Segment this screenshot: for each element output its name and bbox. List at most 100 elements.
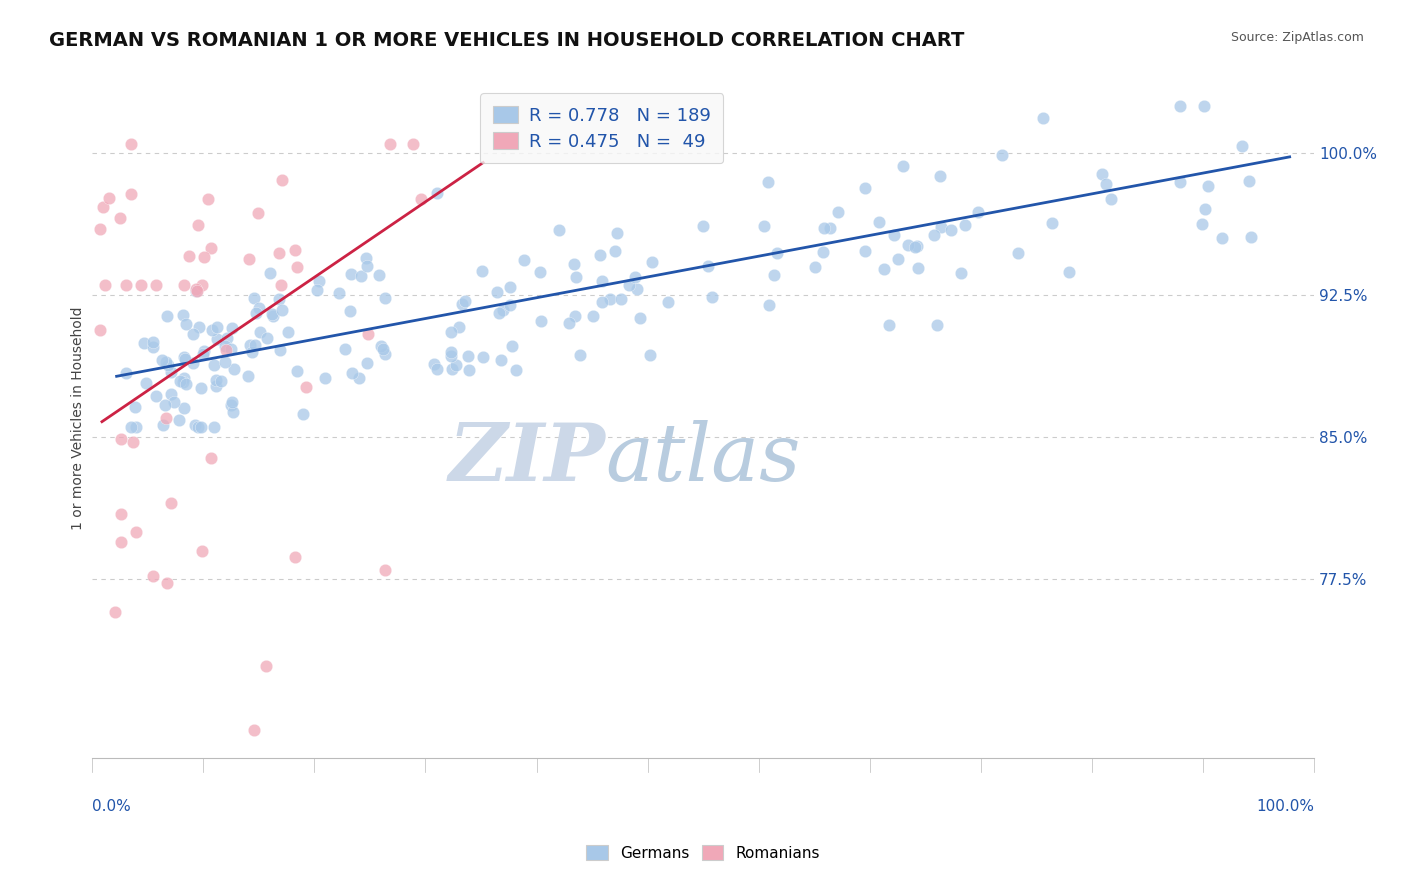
Point: [97, 191, 120, 205]
Point: [1191, 217, 1213, 231]
Point: [873, 261, 896, 276]
Point: [439, 326, 461, 340]
Point: [89, 323, 111, 337]
Point: [172, 375, 194, 389]
Point: [284, 243, 307, 257]
Point: [120, 187, 142, 202]
Point: [153, 398, 176, 412]
Point: [441, 361, 464, 376]
Point: [904, 240, 927, 254]
Point: [374, 563, 396, 577]
Point: [145, 389, 167, 403]
Point: [129, 278, 152, 293]
Point: [953, 218, 976, 232]
Point: [1040, 216, 1063, 230]
Point: [222, 405, 245, 419]
Point: [513, 253, 536, 268]
Point: [374, 291, 396, 305]
Point: [1230, 138, 1253, 153]
Point: [202, 420, 225, 434]
Point: [641, 255, 664, 269]
Point: [191, 544, 214, 558]
Point: [454, 293, 477, 308]
Point: [308, 274, 330, 288]
Point: [160, 387, 183, 401]
Point: [486, 285, 509, 299]
Point: [122, 434, 145, 449]
Point: [883, 228, 905, 243]
Point: [905, 238, 928, 252]
Point: [247, 301, 270, 315]
Point: [262, 307, 284, 321]
Point: [190, 381, 212, 395]
Point: [186, 284, 208, 298]
Point: [314, 371, 336, 385]
Point: [1192, 99, 1215, 113]
Point: [94, 278, 117, 293]
Point: [990, 148, 1012, 162]
Point: [214, 339, 236, 353]
Point: [209, 374, 232, 388]
Point: [152, 417, 174, 432]
Point: [887, 252, 910, 267]
Point: [120, 420, 142, 434]
Point: [457, 362, 479, 376]
Point: [287, 260, 309, 274]
Point: [450, 297, 472, 311]
Point: [530, 314, 553, 328]
Point: [599, 292, 621, 306]
Point: [254, 659, 277, 673]
Point: [262, 309, 284, 323]
Point: [356, 259, 378, 273]
Point: [284, 550, 307, 565]
Point: [197, 192, 219, 206]
Point: [339, 267, 361, 281]
Point: [340, 366, 363, 380]
Point: [172, 308, 194, 322]
Point: [110, 507, 132, 521]
Point: [591, 274, 613, 288]
Point: [949, 266, 972, 280]
Point: [568, 348, 591, 362]
Point: [145, 278, 167, 293]
Point: [606, 226, 628, 240]
Point: [150, 352, 173, 367]
Point: [307, 283, 329, 297]
Point: [582, 309, 605, 323]
Point: [603, 244, 626, 259]
Point: [1211, 231, 1233, 245]
Point: [156, 309, 179, 323]
Point: [589, 248, 612, 262]
Point: [347, 371, 370, 385]
Point: [457, 349, 479, 363]
Point: [471, 350, 494, 364]
Point: [173, 350, 195, 364]
Point: [115, 278, 138, 293]
Point: [1197, 178, 1219, 193]
Point: [765, 246, 787, 260]
Text: atlas: atlas: [606, 420, 801, 498]
Point: [174, 351, 197, 366]
Point: [167, 413, 190, 427]
Point: [471, 264, 494, 278]
Point: [104, 605, 127, 619]
Point: [142, 569, 165, 583]
Point: [221, 321, 243, 335]
Point: [245, 305, 267, 319]
Point: [163, 395, 186, 409]
Point: [156, 576, 179, 591]
Text: ZIP: ZIP: [449, 420, 606, 498]
Y-axis label: 1 or more Vehicles in Household: 1 or more Vehicles in Household: [72, 306, 86, 530]
Point: [267, 245, 290, 260]
Point: [1007, 245, 1029, 260]
Point: [378, 136, 401, 151]
Point: [259, 266, 281, 280]
Point: [501, 338, 523, 352]
Point: [187, 218, 209, 232]
Point: [499, 298, 522, 312]
Point: [292, 408, 315, 422]
Point: [928, 169, 950, 183]
Point: [922, 228, 945, 243]
Point: [368, 268, 391, 282]
Point: [423, 357, 446, 371]
